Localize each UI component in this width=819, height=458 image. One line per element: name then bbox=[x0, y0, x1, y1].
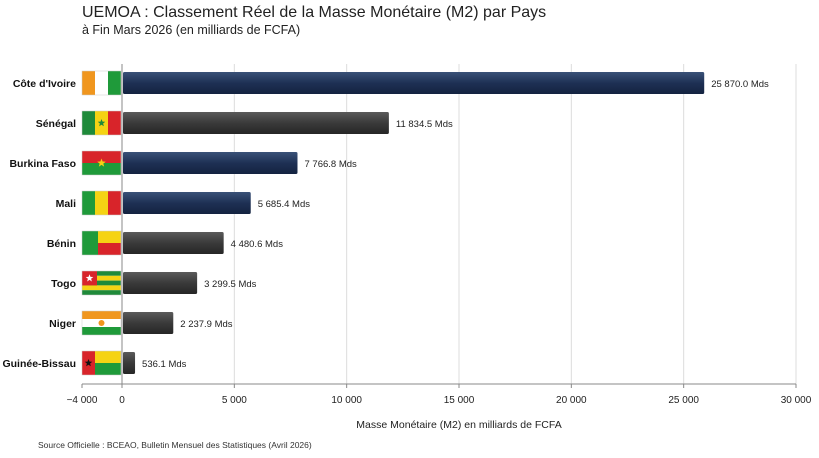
data-label: 3 299.5 Mds bbox=[204, 279, 257, 290]
x-tick-label: 20 000 bbox=[556, 395, 587, 406]
x-axis-label: Masse Monétaire (M2) en milliards de FCF… bbox=[356, 419, 561, 431]
x-tick-label: 10 000 bbox=[331, 395, 362, 406]
bar bbox=[123, 112, 389, 134]
data-label: 2 237.9 Mds bbox=[180, 319, 233, 330]
chart-source: Source Officielle : BCEAO, Bulletin Mens… bbox=[38, 440, 312, 450]
data-label: 5 685.4 Mds bbox=[258, 199, 311, 210]
bar bbox=[123, 312, 174, 334]
x-tick-label: 25 000 bbox=[668, 395, 699, 406]
x-tick-label: 15 000 bbox=[444, 395, 475, 406]
x-tick-label: 5 000 bbox=[222, 395, 247, 406]
data-label: 7 766.8 Mds bbox=[304, 159, 357, 170]
x-tick-label: −4 000 bbox=[67, 395, 98, 406]
data-label: 4 480.6 Mds bbox=[231, 239, 284, 250]
y-tick-label: Côte d'Ivoire bbox=[13, 78, 76, 90]
burkina-faso-flag-icon bbox=[81, 150, 122, 176]
y-tick-label: Sénégal bbox=[36, 118, 76, 130]
data-label: 536.1 Mds bbox=[142, 359, 187, 370]
bar bbox=[123, 192, 251, 214]
senegal-flag-icon bbox=[81, 110, 122, 136]
bar bbox=[123, 152, 298, 174]
chart-subtitle: à Fin Mars 2026 (en milliards de FCFA) bbox=[82, 23, 301, 37]
guinee-bissau-flag-icon bbox=[81, 350, 122, 376]
y-tick-label: Bénin bbox=[47, 238, 76, 250]
y-tick-label: Guinée-Bissau bbox=[2, 358, 76, 370]
bar bbox=[123, 72, 705, 94]
x-tick-label: 30 000 bbox=[781, 395, 812, 406]
x-tick-label: 0 bbox=[119, 395, 125, 406]
y-tick-label: Niger bbox=[49, 318, 76, 330]
mali-flag-icon bbox=[81, 190, 122, 216]
data-label: 11 834.5 Mds bbox=[396, 119, 453, 130]
y-tick-label: Burkina Faso bbox=[9, 158, 76, 170]
cote-divoire-flag-icon bbox=[81, 70, 122, 96]
y-tick-label: Mali bbox=[56, 198, 77, 210]
y-tick-label: Togo bbox=[51, 278, 76, 290]
togo-flag-icon bbox=[81, 270, 122, 296]
data-label: 25 870.0 Mds bbox=[711, 79, 769, 90]
bar bbox=[123, 232, 224, 254]
chart-title: UEMOA : Classement Réel de la Masse Moné… bbox=[82, 4, 547, 21]
bar bbox=[123, 352, 136, 374]
niger-flag-icon bbox=[81, 310, 122, 336]
benin-flag-icon bbox=[81, 230, 122, 256]
bar bbox=[123, 272, 198, 294]
